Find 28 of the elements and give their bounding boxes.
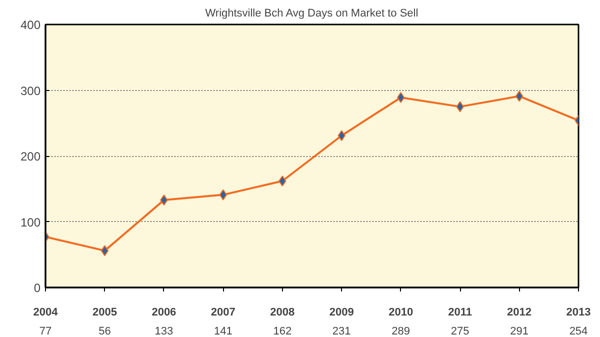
y-tick-label: 200 (20, 150, 41, 164)
x-tick-label: 2012 (507, 306, 532, 318)
x-tick-label: 2007 (210, 306, 236, 318)
chart-title: Wrightsville Bch Avg Days on Market to Sell (205, 8, 418, 20)
point (515, 90, 524, 102)
x-tick-label: 2009 (329, 306, 354, 318)
data-label: 141 (214, 326, 232, 337)
data-label: 162 (273, 326, 292, 337)
point (100, 245, 109, 256)
y-tick-label: 0 (34, 281, 41, 295)
y-tick-label: 300 (20, 84, 41, 98)
x-tick-label: 2005 (92, 306, 117, 318)
x-tick-label: 2010 (388, 306, 414, 318)
data-label: 289 (392, 326, 410, 337)
y-tick-label: 100 (20, 215, 41, 230)
x-tick-label: 2011 (448, 306, 472, 318)
data-label: 56 (98, 326, 111, 337)
data-label: 291 (510, 326, 528, 337)
data-label: 275 (450, 326, 470, 337)
y-tick-label: 400 (20, 18, 41, 32)
x-tick-label: 2013 (566, 306, 591, 318)
data-label: 254 (569, 326, 588, 337)
data-label: 77 (39, 326, 52, 337)
data-label: 133 (154, 326, 174, 337)
x-tick-label: 2004 (33, 306, 59, 318)
x-tick-label: 2006 (152, 306, 176, 318)
x-tick-label: 2008 (270, 306, 295, 318)
data-label: 231 (332, 326, 351, 337)
